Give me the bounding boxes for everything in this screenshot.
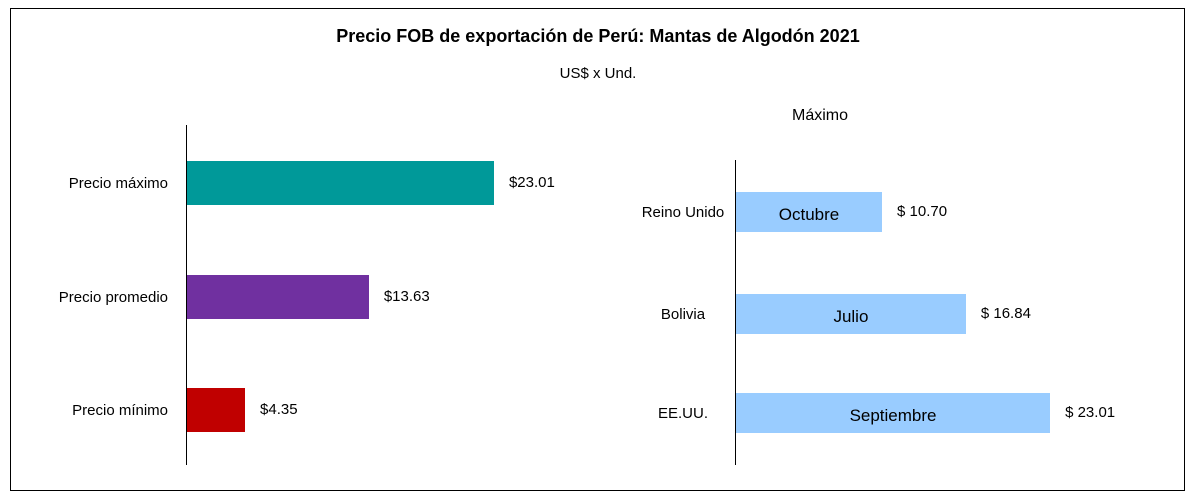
category-label: Reino Unido xyxy=(641,203,725,221)
axis-line xyxy=(735,160,736,465)
category-label: Precio mínimo xyxy=(72,401,168,419)
value-label: $ 16.84 xyxy=(980,305,1031,322)
category-label: EE.UU. xyxy=(657,404,708,422)
value-label: $4.35 xyxy=(260,401,298,418)
category-label: Precio máximo xyxy=(68,174,168,192)
value-label: $ 10.70 xyxy=(897,203,948,220)
bar-label: Septiembre xyxy=(849,406,937,425)
category-label: Bolivia xyxy=(660,305,706,323)
bar xyxy=(187,388,246,432)
chart-title: Máximo xyxy=(791,107,848,124)
bar xyxy=(736,393,1051,433)
bar xyxy=(187,275,369,319)
subtitle: US$ x Und. xyxy=(559,65,637,82)
value-label: $23.01 xyxy=(508,174,555,191)
bar xyxy=(736,192,883,232)
category-label: Precio promedio xyxy=(58,288,168,306)
frame xyxy=(10,8,1185,491)
title: Precio FOB de exportación de Perú: Manta… xyxy=(336,26,860,46)
bar xyxy=(736,294,966,334)
bar xyxy=(187,161,494,205)
value-label: $ 23.01 xyxy=(1065,404,1116,421)
axis-line xyxy=(186,125,187,465)
bar-label: Octubre xyxy=(778,205,840,224)
bar-label: Julio xyxy=(833,307,869,326)
value-label: $13.63 xyxy=(383,288,430,305)
